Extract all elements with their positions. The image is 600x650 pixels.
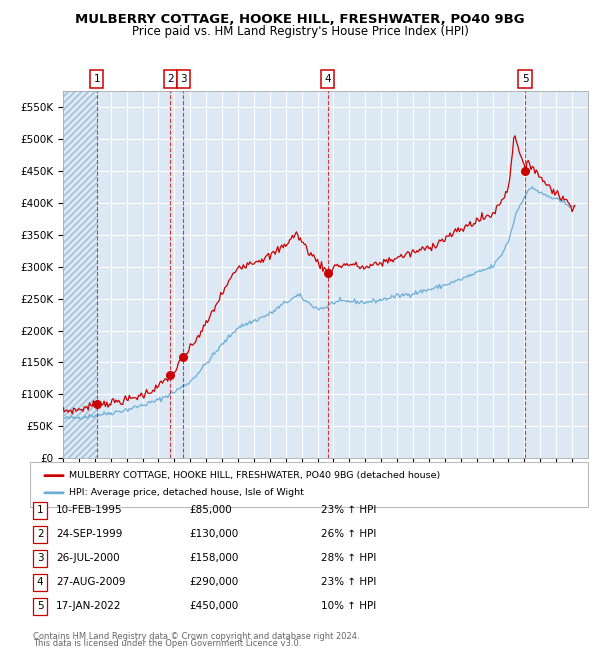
Text: £130,000: £130,000 [189, 529, 238, 539]
Text: 4: 4 [37, 577, 44, 588]
Text: £290,000: £290,000 [189, 577, 238, 588]
Text: Price paid vs. HM Land Registry's House Price Index (HPI): Price paid vs. HM Land Registry's House … [131, 25, 469, 38]
Text: 3: 3 [37, 553, 44, 564]
Text: Contains HM Land Registry data © Crown copyright and database right 2024.: Contains HM Land Registry data © Crown c… [33, 632, 359, 641]
Text: 28% ↑ HPI: 28% ↑ HPI [321, 553, 376, 564]
Text: 17-JAN-2022: 17-JAN-2022 [56, 601, 121, 612]
Text: 5: 5 [37, 601, 44, 612]
Text: 1: 1 [37, 505, 44, 515]
Text: 10% ↑ HPI: 10% ↑ HPI [321, 601, 376, 612]
Text: 4: 4 [325, 74, 331, 85]
Text: £85,000: £85,000 [189, 505, 232, 515]
Text: 2: 2 [167, 74, 173, 85]
Text: 26% ↑ HPI: 26% ↑ HPI [321, 529, 376, 539]
Text: 2: 2 [37, 529, 44, 539]
Text: MULBERRY COTTAGE, HOOKE HILL, FRESHWATER, PO40 9BG: MULBERRY COTTAGE, HOOKE HILL, FRESHWATER… [75, 13, 525, 26]
Text: HPI: Average price, detached house, Isle of Wight: HPI: Average price, detached house, Isle… [69, 488, 304, 497]
Text: 10-FEB-1995: 10-FEB-1995 [56, 505, 122, 515]
Text: MULBERRY COTTAGE, HOOKE HILL, FRESHWATER, PO40 9BG (detached house): MULBERRY COTTAGE, HOOKE HILL, FRESHWATER… [69, 471, 440, 480]
Text: 1: 1 [94, 74, 100, 85]
Text: £158,000: £158,000 [189, 553, 238, 564]
Text: £450,000: £450,000 [189, 601, 238, 612]
Text: 23% ↑ HPI: 23% ↑ HPI [321, 505, 376, 515]
Text: 24-SEP-1999: 24-SEP-1999 [56, 529, 122, 539]
Text: This data is licensed under the Open Government Licence v3.0.: This data is licensed under the Open Gov… [33, 639, 301, 648]
Text: 3: 3 [180, 74, 187, 85]
Text: 26-JUL-2000: 26-JUL-2000 [56, 553, 119, 564]
Text: 23% ↑ HPI: 23% ↑ HPI [321, 577, 376, 588]
Text: 5: 5 [522, 74, 529, 85]
Text: 27-AUG-2009: 27-AUG-2009 [56, 577, 125, 588]
